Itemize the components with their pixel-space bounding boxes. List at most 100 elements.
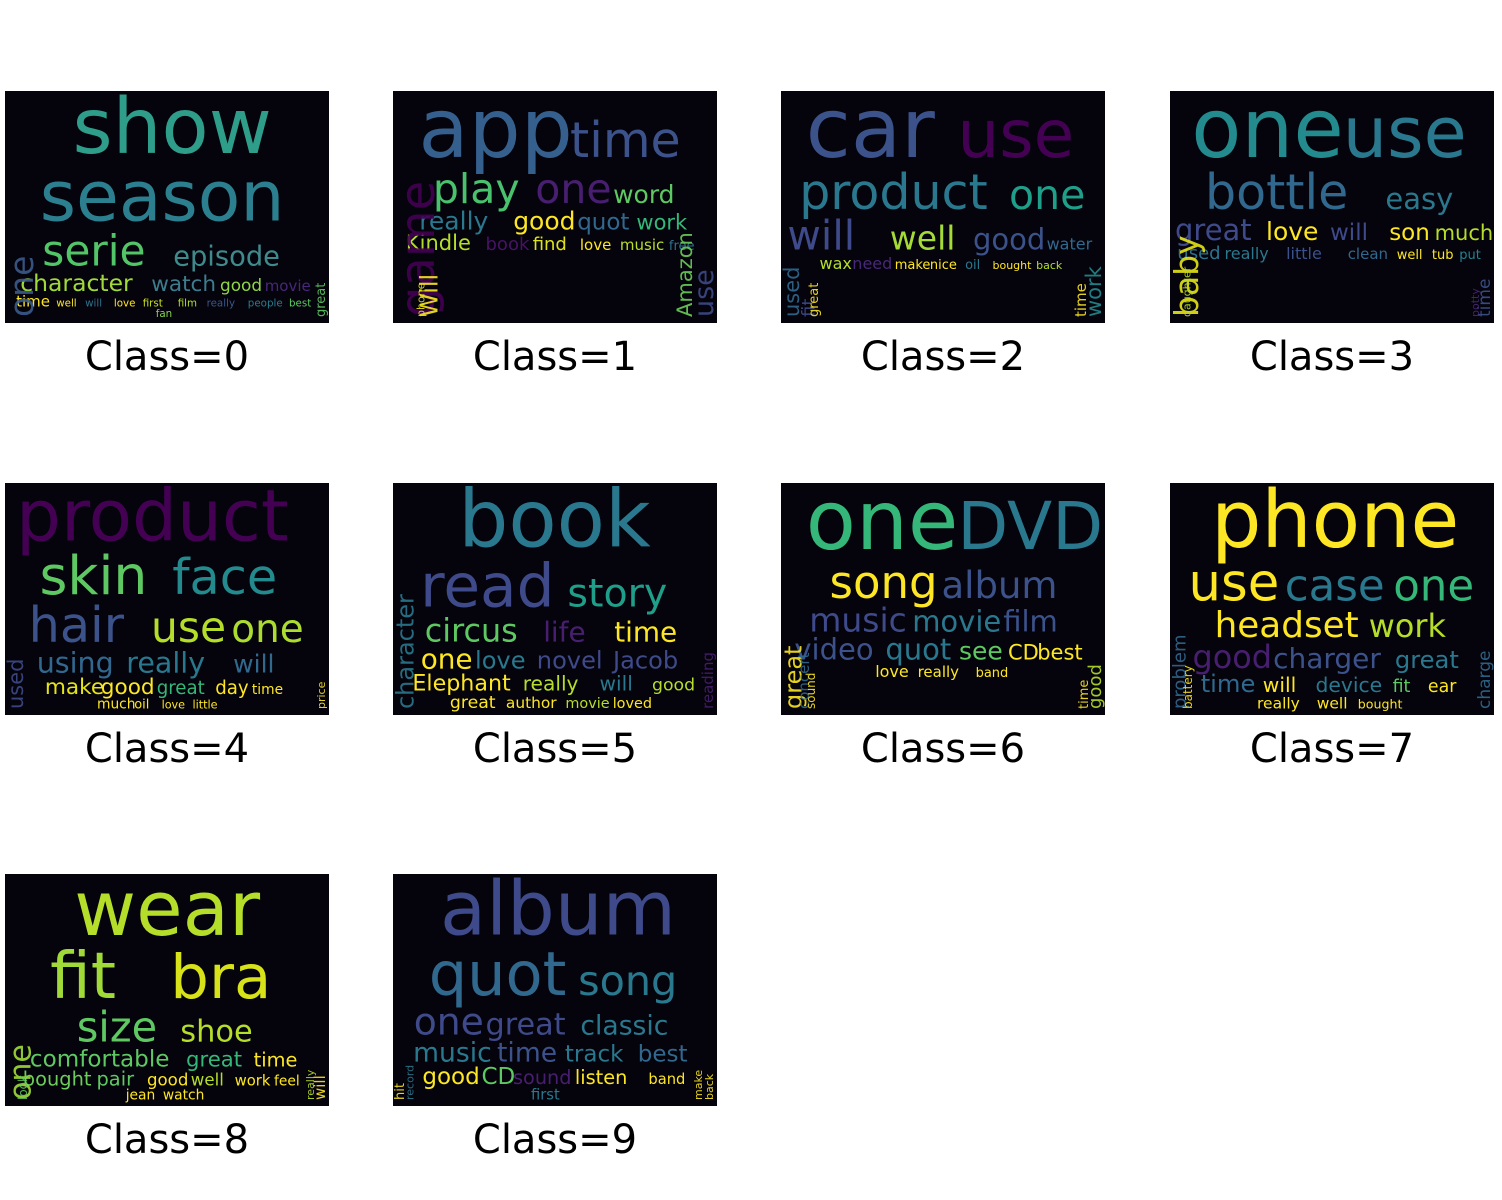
wordcloud-word: hit <box>393 1083 408 1100</box>
wordcloud-word: little <box>1286 244 1322 263</box>
wordcloud-word: fan <box>156 308 172 320</box>
wordcloud-panel-1: app time play one word really good quot work Kind… <box>393 91 717 323</box>
wordcloud-word: car <box>806 91 935 177</box>
wordcloud-word: work <box>235 1073 271 1090</box>
wordcloud-word: movie <box>265 277 311 295</box>
wordcloud-word: good <box>973 222 1045 256</box>
wordcloud-word: bought <box>23 1068 92 1091</box>
wordcloud-word: problem <box>1170 635 1190 709</box>
wordcloud-word: character <box>20 269 133 297</box>
wordcloud-word: best <box>289 298 311 310</box>
wordcloud-word: well <box>56 298 76 310</box>
wordcloud-panel-9: album quot song one great classic music time tra… <box>393 874 717 1106</box>
wordcloud-word: good <box>513 206 575 235</box>
wordcloud-word: watch <box>163 1088 204 1104</box>
wordcloud-word: Jacob <box>611 647 678 675</box>
wordcloud-word: good <box>101 675 155 700</box>
wordcloud-word: will <box>600 672 633 696</box>
wordcloud-word: album <box>440 874 676 953</box>
panel-caption: Class=8 <box>84 1117 250 1163</box>
wordcloud-word: music <box>809 600 907 639</box>
wordcloud-word: great <box>450 693 496 713</box>
wordcloud-word: feel <box>274 1074 300 1090</box>
wordcloud-panel-3: one use bottle easy great love will son much used… <box>1170 91 1494 323</box>
wordcloud-word: great <box>1175 213 1252 247</box>
wordcloud-word: listen <box>575 1066 627 1089</box>
wordcloud-word: put <box>1459 248 1481 263</box>
wordcloud-word: need <box>852 254 892 273</box>
wordcloud-word: back <box>1036 259 1063 272</box>
wordcloud-word: good <box>220 275 262 295</box>
wordcloud-word: music <box>620 236 664 254</box>
wordcloud-word: use <box>151 603 226 652</box>
wordcloud-word: time <box>1475 279 1494 317</box>
wordcloud-word: used <box>5 658 28 709</box>
wordcloud-word: used <box>1177 243 1220 264</box>
wordcloud-word: DVD <box>957 488 1103 565</box>
wordcloud-word: bra <box>170 942 271 1013</box>
wordcloud-panel-8: wear fit bra size shoe comfortable great time bo… <box>5 874 329 1106</box>
wordcloud-word: album <box>942 564 1058 607</box>
wordcloud-word: story <box>567 571 667 617</box>
panel-caption: Class=4 <box>84 726 250 772</box>
wordcloud-word: quot <box>885 633 951 667</box>
wordcloud-word: fit <box>798 299 819 317</box>
wordcloud-word: face <box>172 548 277 606</box>
wordcloud-word: much <box>97 697 136 713</box>
wordcloud-word: phone <box>1211 483 1459 566</box>
wordcloud-word: people <box>248 298 283 310</box>
wordcloud-word: bought <box>993 259 1033 272</box>
wordcloud-word: baby <box>1170 235 1206 317</box>
wordcloud-word: Kindle <box>406 231 471 255</box>
wordcloud-word: really <box>918 663 960 681</box>
wordcloud-word: case <box>1285 561 1385 611</box>
wordcloud-word: day <box>215 678 249 699</box>
wordcloud-word: make <box>692 1070 705 1100</box>
wordcloud-word: app <box>418 91 572 177</box>
wordcloud-word: see <box>959 637 1003 666</box>
wordcloud-word: will <box>311 1075 329 1100</box>
wordcloud-word: CD <box>1008 641 1039 665</box>
wordcloud-word: classic <box>580 1011 668 1042</box>
panel-caption: Class=0 <box>84 334 250 380</box>
wordcloud-word: charge <box>1475 651 1494 709</box>
wordcloud-word: show <box>73 91 272 172</box>
wordcloud-word: find <box>533 234 567 255</box>
wordcloud-word: serie <box>42 226 145 275</box>
wordcloud-word: used <box>781 266 804 317</box>
wordcloud-word: fit <box>1393 677 1411 697</box>
wordcloud-word: hair <box>29 596 125 654</box>
wordcloud-word: one <box>1191 91 1344 177</box>
panel-caption: Class=9 <box>472 1117 638 1163</box>
wordcloud-word: love <box>875 662 909 681</box>
wordcloud-word: skin <box>40 544 148 607</box>
panel-caption: Class=2 <box>860 334 1026 380</box>
wordcloud-word: one <box>5 1044 39 1100</box>
wordcloud-word: size <box>77 1003 157 1052</box>
wordcloud-word: make <box>895 258 931 273</box>
wordcloud-word: easy <box>1385 182 1453 216</box>
wordcloud-word: first <box>531 1087 560 1104</box>
wordcloud-word: love <box>1266 217 1318 246</box>
wordcloud-word: use <box>689 269 717 317</box>
wordcloud-word: book <box>458 483 651 566</box>
wordcloud-word: battery <box>1181 665 1195 709</box>
wordcloud-word: author <box>506 694 557 712</box>
wordcloud-word: work <box>636 210 688 234</box>
wordcloud-word: well <box>191 1071 224 1090</box>
wordcloud-word: tub <box>1432 248 1454 263</box>
wordcloud-word: really <box>523 672 579 696</box>
wordcloud-word: first <box>143 298 163 310</box>
wordcloud-word: good <box>422 1064 479 1090</box>
wordcloud-word: one <box>1009 171 1085 219</box>
wordcloud-word: will <box>787 211 855 259</box>
wordcloud-word: use <box>1343 92 1467 174</box>
wordcloud-word: Elephant <box>412 671 511 697</box>
wordcloud-word: episode <box>173 241 280 272</box>
wordcloud-word: shoe <box>180 1015 252 1050</box>
